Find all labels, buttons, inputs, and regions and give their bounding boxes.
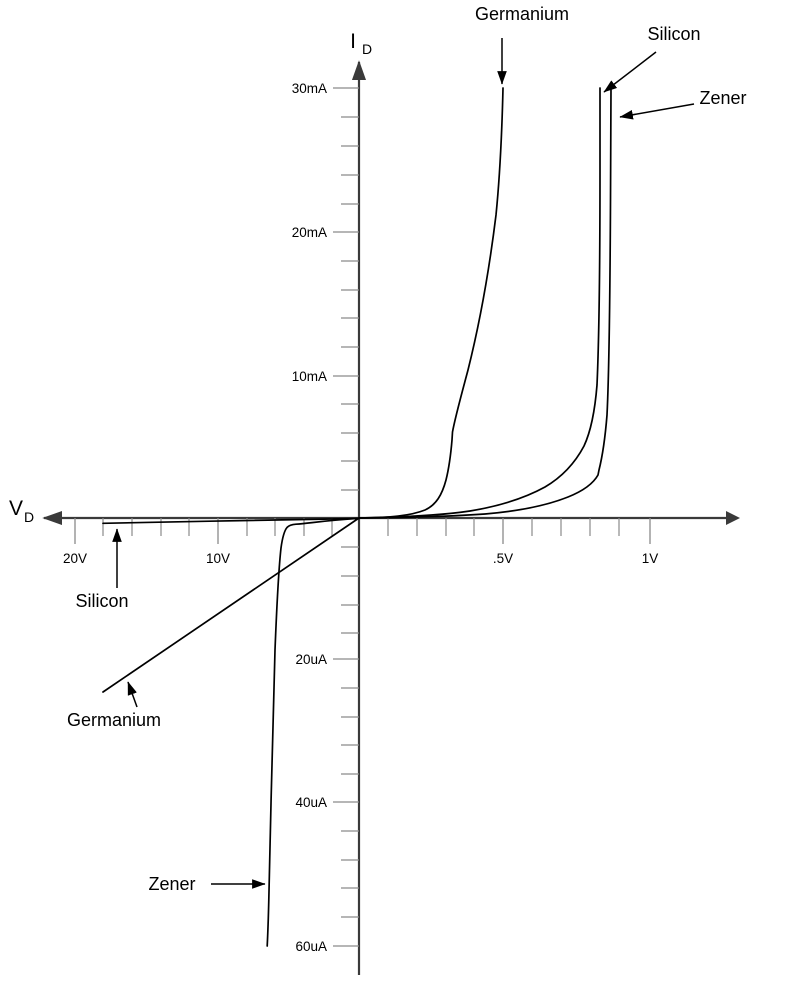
- annotation-germanium-reverse: Germanium: [67, 681, 161, 730]
- x-axis-negative-ticks: [74, 518, 333, 544]
- y-tick-label-60uA: 60uA: [295, 939, 327, 954]
- curve-zener-reverse: [266, 517, 360, 947]
- x-axis-positive-ticks: [387, 518, 651, 544]
- x-tick-label-one-volt: 1V: [642, 551, 659, 566]
- x-tick-label-half-volt: .5V: [493, 551, 513, 566]
- y-tick-label-20mA: 20mA: [292, 225, 327, 240]
- axis-horizontal-voltage: [42, 510, 740, 526]
- annotation-silicon-reverse: Silicon: [75, 528, 129, 611]
- y-axis-label: I: [350, 30, 356, 53]
- y-tick-label-20uA: 20uA: [295, 652, 327, 667]
- curve-silicon-forward: [358, 87, 601, 519]
- y-tick-label-10mA: 10mA: [292, 369, 327, 384]
- x-axis-label: V: [9, 497, 23, 520]
- curve-germanium-forward: [358, 87, 504, 519]
- annotation-zener-forward: Zener: [619, 88, 747, 120]
- annotation-zener-reverse: Zener: [148, 874, 266, 894]
- y-axis-negative-ticks: [333, 546, 359, 947]
- annotation-silicon-forward-label: Silicon: [647, 24, 700, 44]
- curve-zener-forward: [358, 87, 612, 519]
- y-tick-label-30mA: 30mA: [292, 81, 327, 96]
- x-tick-label-10-volt: 10V: [206, 551, 230, 566]
- curve-germanium-reverse: [102, 517, 360, 693]
- annotation-germanium-forward-label: Germanium: [475, 4, 569, 24]
- x-axis-label-sub: D: [24, 509, 34, 525]
- y-tick-label-40uA: 40uA: [295, 795, 327, 810]
- annotation-germanium-reverse-label: Germanium: [67, 710, 161, 730]
- curve-silicon-reverse: [102, 517, 360, 525]
- annotation-zener-reverse-label: Zener: [148, 874, 195, 894]
- x-tick-label-20-volt: 20V: [63, 551, 87, 566]
- annotation-germanium-forward: Germanium: [475, 4, 569, 85]
- annotation-zener-forward-label: Zener: [699, 88, 746, 108]
- y-axis-label-sub: D: [362, 41, 372, 57]
- y-axis-positive-ticks: [333, 87, 359, 491]
- annotation-silicon-forward: Silicon: [603, 24, 701, 93]
- annotation-silicon-reverse-label: Silicon: [75, 591, 128, 611]
